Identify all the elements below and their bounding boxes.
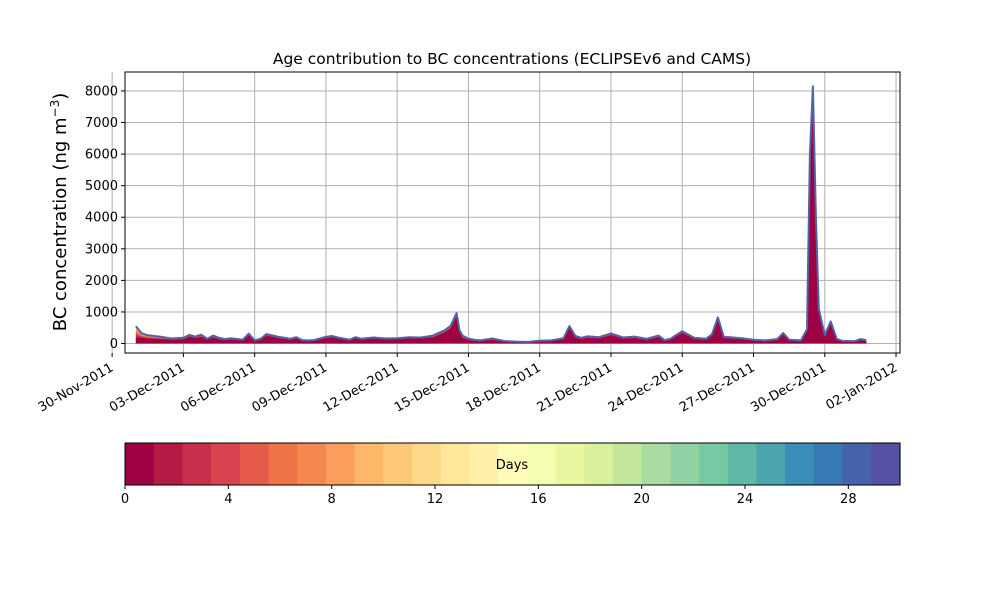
x-tick-label: 30-Dec-2011 xyxy=(748,360,828,415)
colorbar-tick-label: 24 xyxy=(737,492,754,507)
age-band-area xyxy=(135,96,867,344)
x-tick-label: 06-Dec-2011 xyxy=(178,360,258,415)
plot-frame xyxy=(124,71,901,354)
colorbar-segment xyxy=(813,443,844,485)
x-tick-label: 12-Dec-2011 xyxy=(321,360,401,415)
colorbar-tick-label: 28 xyxy=(840,492,857,507)
colorbar-segment xyxy=(383,443,413,485)
colorbar-segment xyxy=(670,443,700,485)
colorbar-tick-label: 12 xyxy=(427,492,444,507)
area-series xyxy=(135,85,867,344)
y-tick-label: 0 xyxy=(110,337,118,352)
colorbar xyxy=(125,443,901,485)
colorbar-segment xyxy=(526,443,557,485)
colorbar-segment xyxy=(498,443,528,485)
colorbar-segment xyxy=(469,443,499,485)
colorbar-segment xyxy=(699,443,729,485)
colorbar-segment xyxy=(211,443,241,485)
colorbar-segment xyxy=(182,443,212,485)
x-ticks: 30-Nov-201103-Dec-201106-Dec-201109-Dec-… xyxy=(36,353,900,416)
colorbar-segment xyxy=(785,443,815,485)
colorbar-frame xyxy=(124,442,901,486)
x-tick-label: 03-Dec-2011 xyxy=(107,360,187,415)
y-axis-label-text: BC concentration (ng m xyxy=(50,117,71,331)
colorbar-segment xyxy=(268,443,298,485)
x-tick-label: 30-Nov-2011 xyxy=(36,360,116,415)
colorbar-segment xyxy=(612,443,643,485)
colorbar-segment xyxy=(412,443,442,485)
y-tick-label: 5000 xyxy=(85,179,118,194)
y-tick-label: 8000 xyxy=(85,84,118,99)
age-band-area xyxy=(135,93,867,344)
x-tick-label: 18-Dec-2011 xyxy=(463,360,543,415)
age-band-area xyxy=(135,89,867,344)
colorbar-ticks: 0 4 8 12 16 20 24 28 xyxy=(121,485,857,507)
colorbar-tick-label: 16 xyxy=(530,492,547,507)
colorbar-tick-label: 8 xyxy=(328,492,336,507)
colorbar-label: Days xyxy=(496,458,529,473)
colorbar-segment xyxy=(871,443,901,485)
y-tick-label: 6000 xyxy=(85,148,118,163)
colorbar-segment xyxy=(297,443,327,485)
young-age-area xyxy=(135,103,867,344)
colorbar-tick-label: 0 xyxy=(121,492,129,507)
age-band-area xyxy=(135,86,867,344)
x-tick-label: 09-Dec-2011 xyxy=(250,360,330,415)
colorbar-segment xyxy=(584,443,614,485)
x-tick-label: 15-Dec-2011 xyxy=(392,360,472,415)
colorbar-tick-label: 20 xyxy=(633,492,650,507)
colorbar-segment xyxy=(440,443,471,485)
colorbar-segment xyxy=(153,443,183,485)
y-tick-label: 3000 xyxy=(85,242,118,257)
x-tick-label: 02-Jan-2012 xyxy=(823,360,900,413)
colorbar-segment xyxy=(325,443,356,485)
y-tick-label: 1000 xyxy=(85,305,118,320)
total-outline-line xyxy=(135,85,867,343)
colorbar-segment xyxy=(641,443,671,485)
chart-title: Age contribution to BC concentrations (E… xyxy=(273,50,751,68)
colorbar-segment xyxy=(354,443,384,485)
x-tick-label: 21-Dec-2011 xyxy=(535,360,615,415)
y-axis-label: BC concentration (ng m−3) xyxy=(48,93,71,332)
age-band-area xyxy=(135,100,867,344)
x-tick-label: 24-Dec-2011 xyxy=(606,360,686,415)
y-axis-label-exponent: −3 xyxy=(48,100,62,118)
y-tick-label: 7000 xyxy=(85,116,118,131)
y-tick-label: 4000 xyxy=(85,211,118,226)
grid xyxy=(111,72,900,353)
colorbar-tick-label: 4 xyxy=(224,492,232,507)
colorbar-segment xyxy=(555,443,585,485)
x-tick-label: 27-Dec-2011 xyxy=(677,360,757,415)
colorbar-segment xyxy=(842,443,872,485)
y-ticks: 0 1000 2000 3000 4000 5000 6000 7000 8000 xyxy=(85,84,125,352)
y-tick-label: 2000 xyxy=(85,274,118,289)
colorbar-segment xyxy=(239,443,270,485)
colorbar-segment xyxy=(125,443,155,485)
colorbar-segment xyxy=(727,443,758,485)
colorbar-segment xyxy=(756,443,786,485)
y-axis-label-close: ) xyxy=(50,93,71,100)
